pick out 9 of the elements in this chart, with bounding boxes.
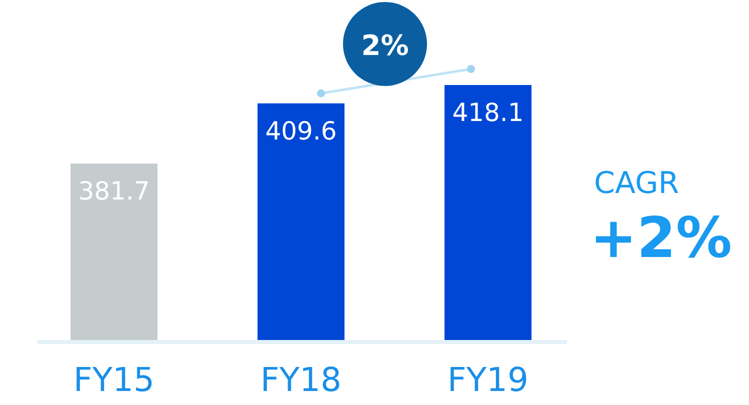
text: CAGR — [594, 166, 680, 201]
data-label: 381.7 — [78, 176, 150, 206]
text: 2% — [361, 29, 409, 62]
data-label: 418.1 — [452, 98, 524, 127]
data-label: 409.6 — [265, 116, 337, 146]
x-tick-label: FY15 — [73, 360, 155, 399]
text: +2% — [590, 206, 732, 271]
x-tick-label: FY18 — [260, 360, 342, 399]
x-tick-label: FY19 — [447, 360, 529, 399]
